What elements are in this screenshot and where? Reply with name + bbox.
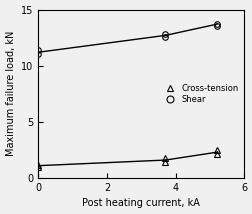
X-axis label: Post heating current, kA: Post heating current, kA — [82, 198, 200, 208]
Y-axis label: Maximum failure load, kN: Maximum failure load, kN — [6, 31, 15, 156]
Legend: Cross-tension, Shear: Cross-tension, Shear — [160, 82, 239, 106]
